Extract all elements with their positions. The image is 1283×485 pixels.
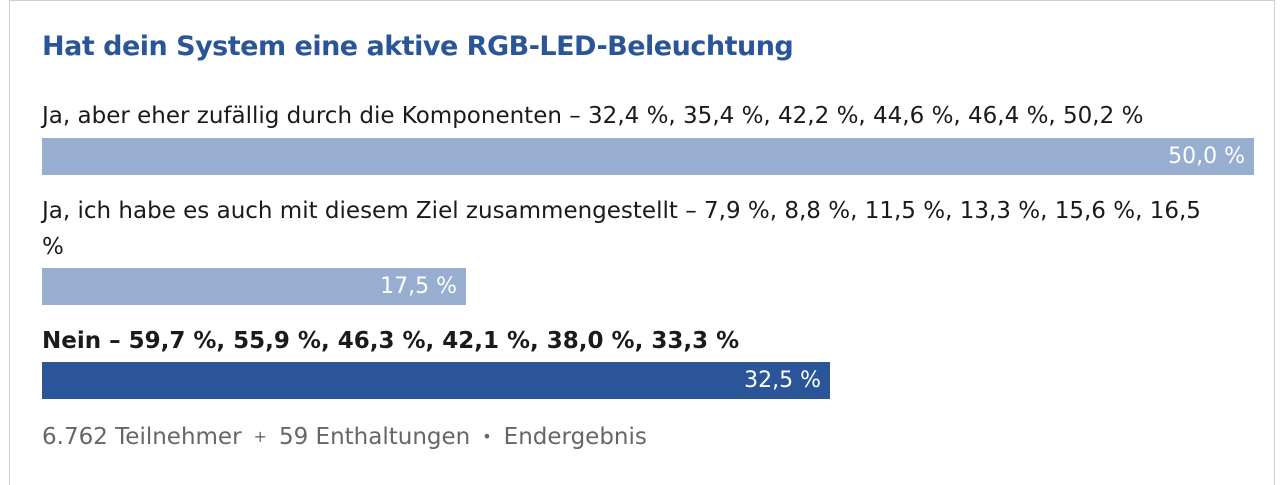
result-value-1: 50,0 % — [1168, 144, 1245, 169]
footer-separator-dot: • — [482, 427, 492, 446]
result-value-2: 17,5 % — [380, 274, 457, 299]
option-label-2: Ja, ich habe es auch mit diesem Ziel zus… — [42, 198, 1201, 260]
poll-status: Endergebnis — [503, 424, 647, 450]
poll-title: Hat dein System eine aktive RGB-LED-Bele… — [42, 31, 794, 62]
poll-footer: 6.762 Teilnehmer +59 Enthaltungen • Enderge… — [42, 424, 647, 450]
result-bar-3: 32,5 % — [42, 362, 830, 399]
footer-separator-plus: + — [253, 427, 267, 446]
result-bar-2: 17,5 % — [42, 268, 466, 305]
option-label-3: Nein – 59,7 %, 55,9 %, 46,3 %, 42,1 %, 3… — [42, 328, 740, 354]
abstentions-count: 59 Enthaltungen — [278, 424, 471, 450]
result-value-3: 32,5 % — [744, 368, 821, 393]
participants-count: 6.762 Teilnehmer — [42, 424, 242, 450]
poll-widget: Hat dein System eine aktive RGB-LED-Bele… — [9, 0, 1275, 485]
result-bar-1: 50,0 % — [42, 138, 1254, 175]
option-label-1: Ja, aber eher zufällig durch die Kompone… — [42, 103, 1144, 129]
